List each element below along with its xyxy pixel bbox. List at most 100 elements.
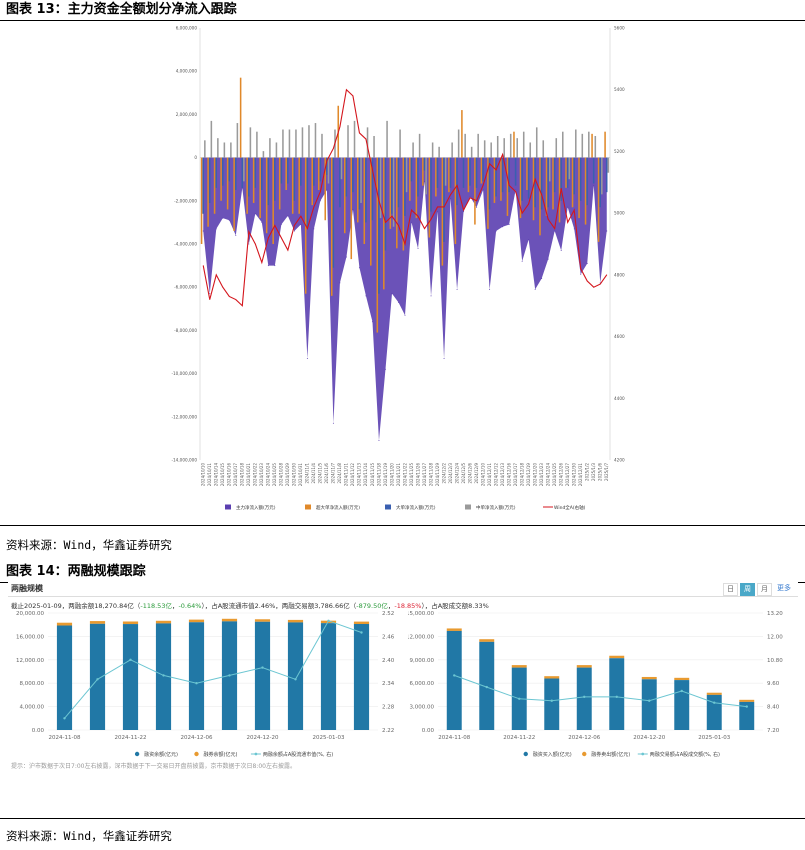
medium-bar [555,138,558,158]
medium-bar [516,138,518,158]
medium-bar [243,157,245,182]
main-force-point [397,301,399,303]
extra-large-bar [454,157,457,244]
main-force-point [345,256,347,258]
medium-bar [594,136,597,158]
large-bar [417,157,419,197]
wind-a-point [599,283,601,285]
legend-label: 融资买入额(亿元) [533,751,572,758]
wind-a-point [280,237,282,239]
medium-bar [295,129,297,158]
ratio-point [195,682,198,685]
medium-bar [542,140,545,158]
large-bar [345,157,348,197]
more-link[interactable]: 更多 [774,583,794,594]
bar-financing [56,625,73,730]
wind-a-point [515,191,517,192]
extra-large-bar [402,157,405,251]
extra-large-bar [207,157,209,227]
large-bar [527,157,530,199]
legend-swatch [254,752,258,756]
wind-a-point [293,225,295,226]
medium-bar [327,157,330,184]
wind-a-point [372,169,373,171]
ratio-point [327,619,330,622]
extra-large-bar [558,157,561,223]
large-bar [241,157,244,188]
medium-bar [496,136,499,158]
extra-large-bar [552,157,554,210]
extra-large-bar [383,157,385,290]
main-force-point [222,217,224,219]
y-right-tick-label: 10.80 [767,658,783,664]
medium-bar [503,138,505,158]
medium-bar [522,131,525,158]
tab-week[interactable]: 周 [740,583,755,596]
x-tick-label: 2024/10/10 [201,463,206,487]
extra-large-bar [500,157,502,201]
main-force-point [521,260,523,262]
y-tick-label: -14,000,000 [172,458,198,463]
large-bar [391,157,393,214]
summary-part: 截止2025-01-09，两融余额18,270.84亿（ [11,602,141,610]
y-tick-label: -4,000,000 [174,242,197,247]
medium-bar [392,157,395,227]
medium-bar [373,136,375,158]
main-force-point [586,262,588,264]
medium-bar [529,142,532,158]
y-tick-label: 0.00 [32,728,45,734]
x-tick-label: 2024/12/11 [487,463,492,487]
medium-bar [477,133,479,158]
medium-bar [464,133,466,158]
ratio-point [294,678,297,681]
y-tick-label: 4,000.00 [20,705,45,711]
large-bar [202,157,204,214]
ratio-point [360,631,363,634]
x-tick-label: 2024/12/27 [565,463,570,487]
x-tick-label: 2024/11/22 [402,463,407,487]
main-force-point [560,249,562,251]
wind-a-point [300,215,302,217]
extra-large-bar [532,157,535,221]
x-tick-label: 2024/12/26 [558,463,563,487]
medium-bar [548,157,551,182]
y-tick-label: -6,000,000 [174,285,197,290]
main-force-point [287,215,289,217]
medium-bar [581,133,584,158]
x-tick-label: 2024/11/25 [409,463,414,487]
x-tick-label: 2025/1/2 [585,463,590,481]
y-tick-label: 20,000.00 [16,611,44,617]
medium-bar [353,120,356,158]
medium-bar [282,129,284,158]
medium-bar [575,129,577,158]
bar-short [254,619,271,622]
main-force-point [573,228,575,230]
x-tick-label: 2024/11/8 [337,463,342,484]
main-force-flow-chart: 6,000,000 4,000,000 2,000,000 0 -2,000,000 -4… [172,26,625,511]
large-bar [573,157,575,195]
legend-swatch [523,751,528,757]
bar-short [188,619,205,623]
extra-large-bar [428,157,431,238]
tab-day[interactable]: 日 [723,583,738,596]
wind-a-point [489,163,491,165]
y-tick-label: 4,000,000 [176,69,198,74]
tab-month[interactable]: 月 [757,583,772,596]
ratio-line [454,674,747,708]
main-force-point [450,198,452,200]
medium-bar [588,131,590,158]
wind-a-point [411,209,412,211]
extra-large-bar [396,157,398,249]
summary-sep: ， [387,602,395,610]
y-right-tick-label: 4600 [614,334,625,339]
medium-bar [321,133,323,158]
medium-bar [301,127,304,158]
medium-bar [366,127,369,158]
extra-large-bar [220,157,222,201]
x-tick-label: 2024-12-06 [568,735,600,741]
wind-a-point [254,243,256,245]
wind-a-point [586,280,588,282]
main-force-point [326,189,328,191]
legend-label: 超大单净流入额(万元) [316,504,360,511]
large-bar [287,157,289,184]
